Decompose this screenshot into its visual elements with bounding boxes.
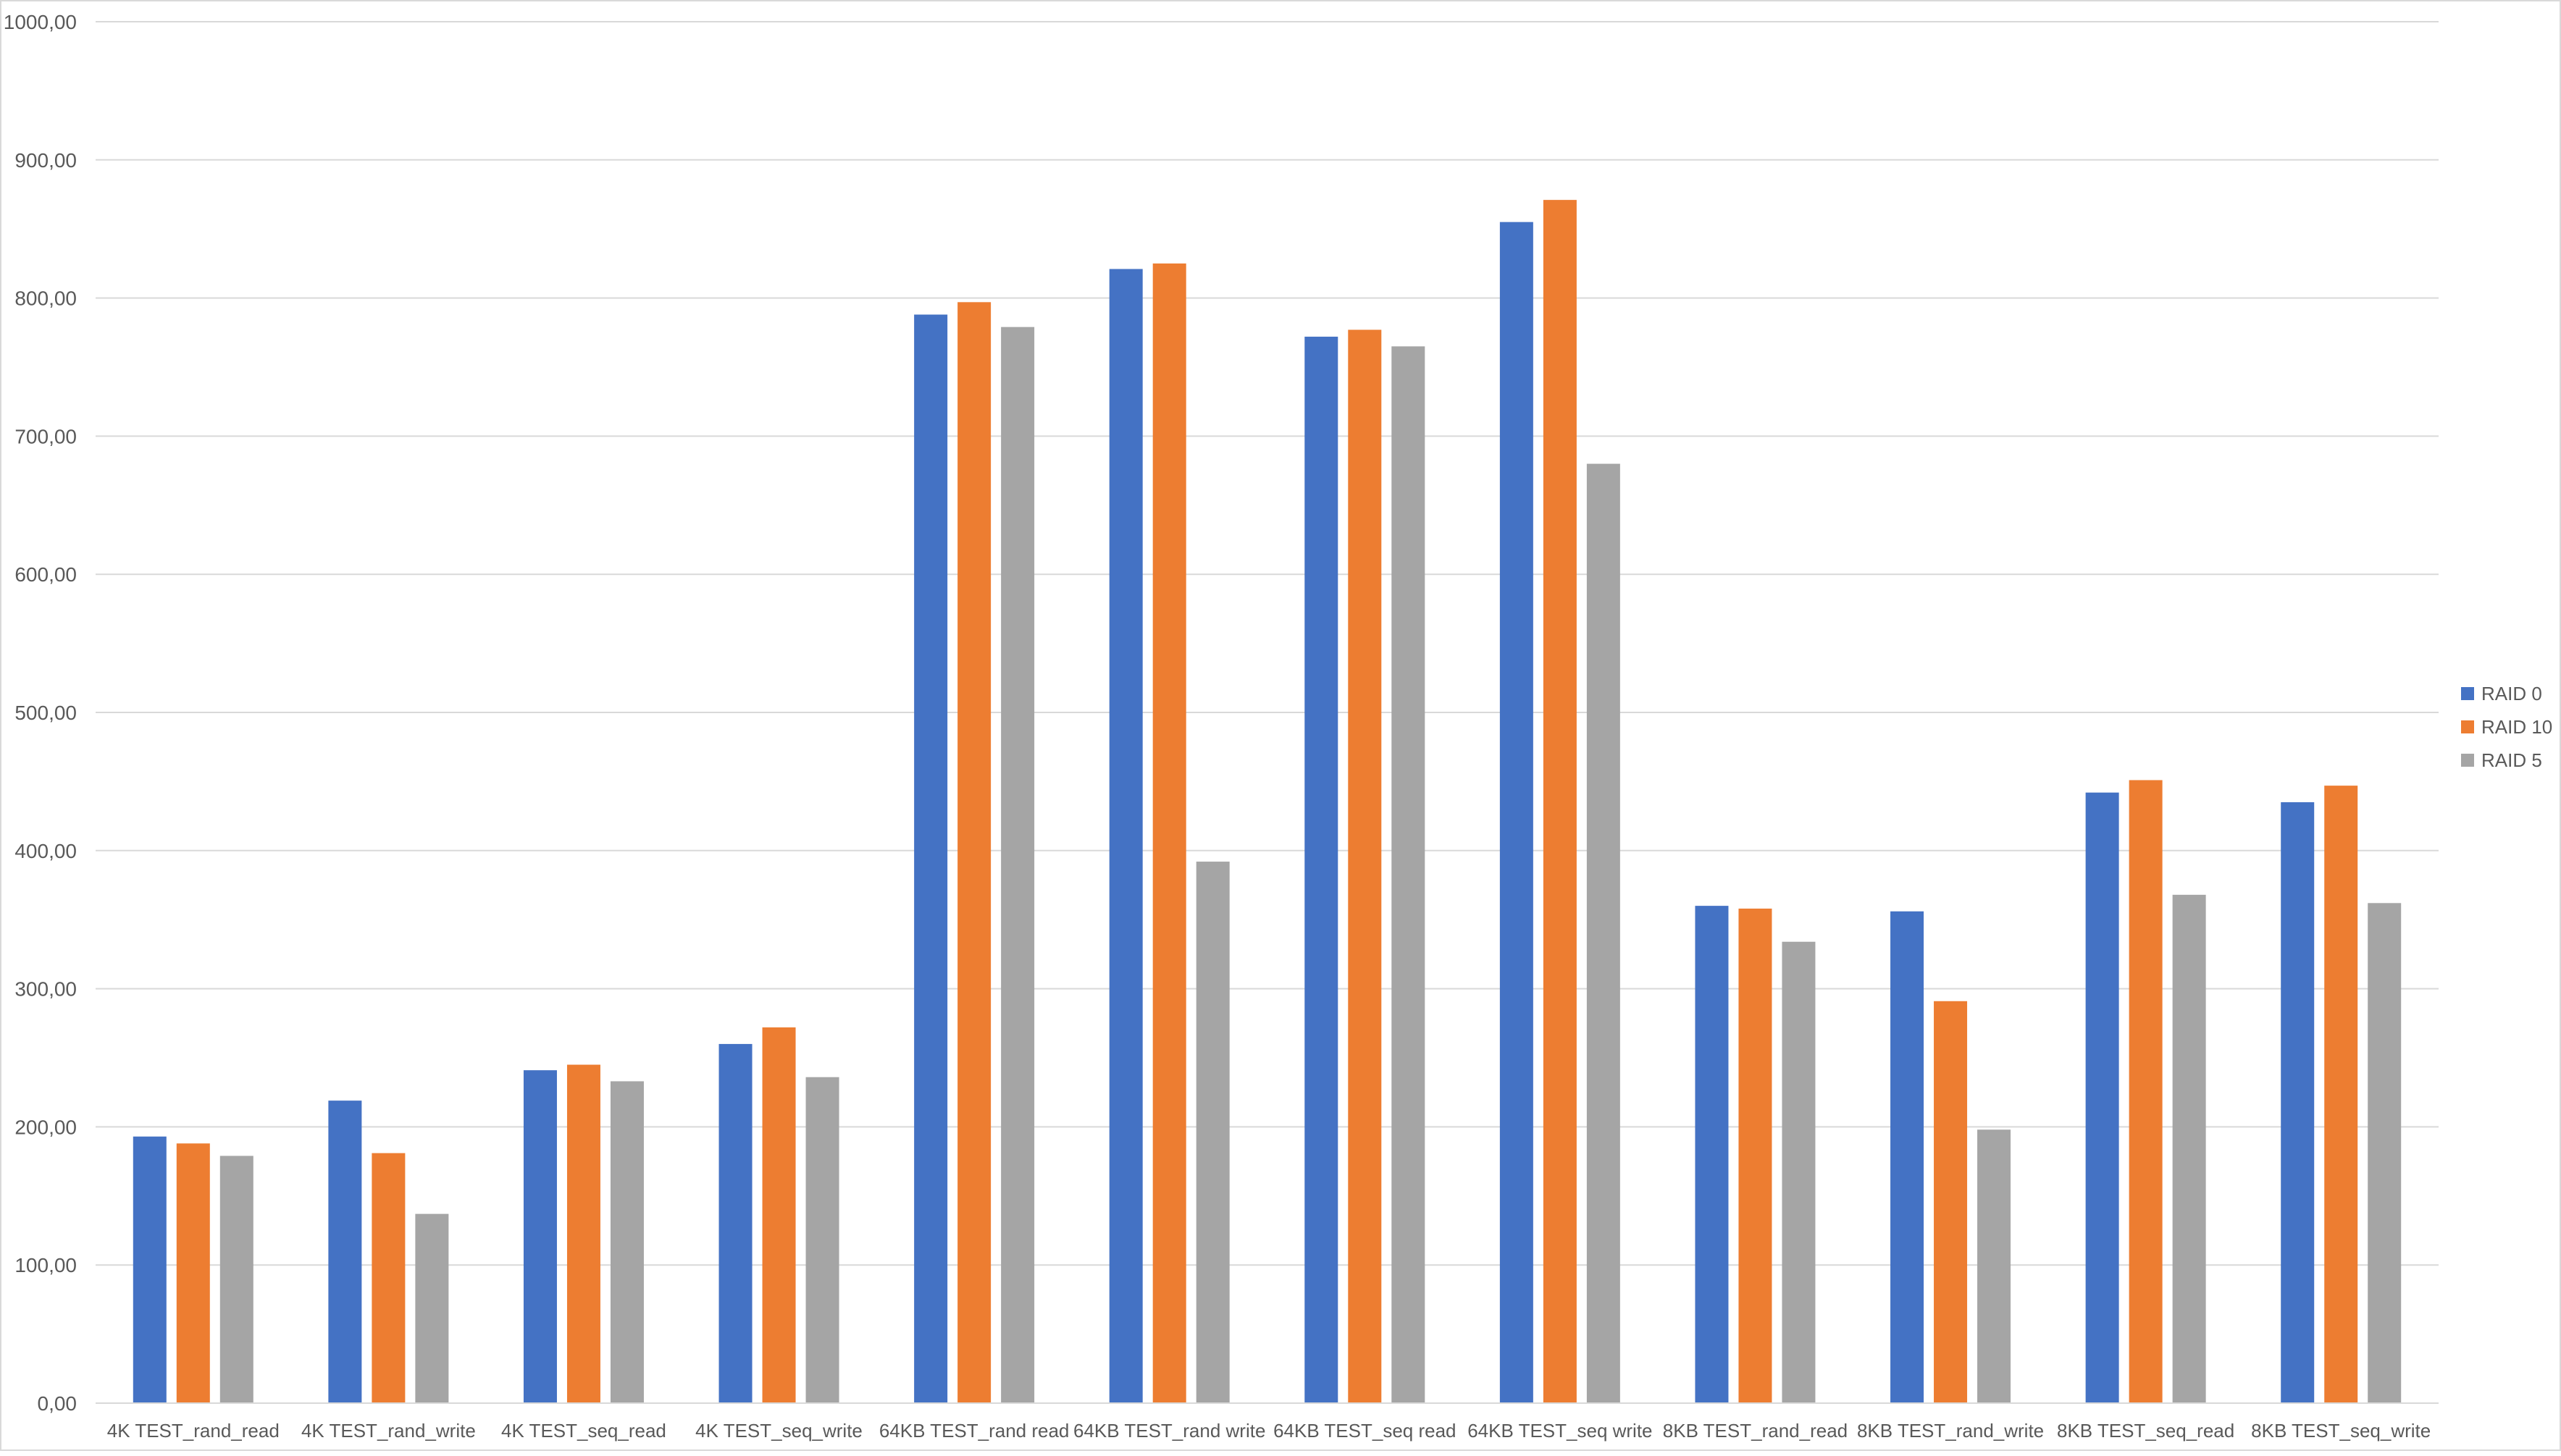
bar-raid-10 xyxy=(1543,200,1577,1404)
x-tick-label: 4K TEST_rand_read xyxy=(107,1420,280,1442)
bar-raid-0 xyxy=(523,1070,557,1403)
bar-raid-5 xyxy=(610,1081,644,1403)
bar-raid-5 xyxy=(415,1213,449,1403)
bar-raid-0 xyxy=(1695,906,1729,1403)
bar-raid-5 xyxy=(2172,894,2206,1403)
bar-raid-10 xyxy=(2324,786,2358,1403)
bar-raid-5 xyxy=(805,1077,839,1403)
x-tick-label: 8KB TEST_seq_read xyxy=(2057,1420,2234,1442)
bar-raid-10 xyxy=(176,1143,210,1403)
y-tick-label: 200,00 xyxy=(14,1116,77,1138)
bar-raid-5 xyxy=(1391,346,1425,1403)
bar-raid-0 xyxy=(1304,337,1338,1404)
y-tick-label: 900,00 xyxy=(14,149,77,172)
bar-raid-0 xyxy=(133,1136,167,1403)
bar-raid-0 xyxy=(1499,222,1533,1403)
legend-label: RAID 10 xyxy=(2481,716,2552,738)
legend-swatch xyxy=(2461,687,2474,700)
bar-raid-10 xyxy=(1934,1001,1968,1403)
gridlines xyxy=(96,21,2439,1266)
x-tick-label: 8KB TEST_seq_write xyxy=(2251,1420,2431,1442)
bar-raid-5 xyxy=(1586,463,1620,1403)
bar-raid-10 xyxy=(1738,908,1772,1403)
y-tick-label: 1000,00 xyxy=(4,11,77,33)
bar-raid-10 xyxy=(957,302,992,1404)
bar-raid-0 xyxy=(1890,911,1924,1403)
legend-swatch xyxy=(2461,754,2474,767)
y-tick-label: 700,00 xyxy=(14,425,77,447)
y-tick-label: 100,00 xyxy=(14,1254,77,1276)
bar-raid-5 xyxy=(1782,941,1816,1403)
legend[interactable]: RAID 0 RAID 10 RAID 5 xyxy=(2461,683,2552,771)
legend-swatch xyxy=(2461,720,2474,733)
bar-raid-10 xyxy=(566,1064,600,1403)
x-axis-ticks: 4K TEST_rand_read 4K TEST_rand_write 4K TE… xyxy=(107,1420,2431,1442)
x-tick-label: 8KB TEST_rand_write xyxy=(1857,1420,2044,1442)
legend-label: RAID 5 xyxy=(2481,749,2542,771)
x-tick-label: 8KB TEST_rand_read xyxy=(1663,1420,1848,1442)
bar-raid-5 xyxy=(2368,903,2402,1403)
y-tick-label: 300,00 xyxy=(14,978,77,1001)
legend-label: RAID 0 xyxy=(2481,683,2542,704)
bar-raid-0 xyxy=(328,1101,362,1403)
bar-raid-10 xyxy=(372,1153,406,1403)
y-tick-label: 800,00 xyxy=(14,287,77,310)
bar-raid-5 xyxy=(1001,327,1035,1404)
bar-raid-5 xyxy=(1196,862,1230,1403)
x-tick-label: 64KB TEST_rand write xyxy=(1073,1420,1265,1442)
bar-raid-5 xyxy=(1977,1129,2011,1403)
bar-raid-10 xyxy=(2129,780,2163,1403)
bar-raid-0 xyxy=(2281,802,2315,1403)
bar-raid-10 xyxy=(1348,329,1382,1403)
bars xyxy=(133,200,2402,1404)
y-tick-label: 400,00 xyxy=(14,840,77,862)
bar-raid-0 xyxy=(914,314,948,1404)
y-axis-ticks: 0,00 100,00 200,00 300,00 400,00 500,00 600,00… xyxy=(4,11,77,1415)
y-tick-label: 0,00 xyxy=(38,1392,77,1415)
bar-raid-10 xyxy=(762,1027,796,1403)
bar-raid-10 xyxy=(1152,263,1186,1403)
x-tick-label: 64KB TEST_seq write xyxy=(1467,1420,1652,1442)
bar-raid-0 xyxy=(1109,269,1143,1404)
bar-raid-5 xyxy=(219,1156,253,1403)
x-tick-label: 64KB TEST_seq read xyxy=(1273,1420,1456,1442)
bar-raid-0 xyxy=(718,1043,753,1403)
x-tick-label: 4K TEST_seq_read xyxy=(501,1420,666,1442)
y-tick-label: 500,00 xyxy=(14,702,77,724)
bar-raid-0 xyxy=(2085,792,2119,1403)
x-tick-label: 4K TEST_seq_write xyxy=(695,1420,863,1442)
x-tick-label: 64KB TEST_rand read xyxy=(879,1420,1070,1442)
x-tick-label: 4K TEST_rand_write xyxy=(301,1420,476,1442)
y-tick-label: 600,00 xyxy=(14,563,77,586)
